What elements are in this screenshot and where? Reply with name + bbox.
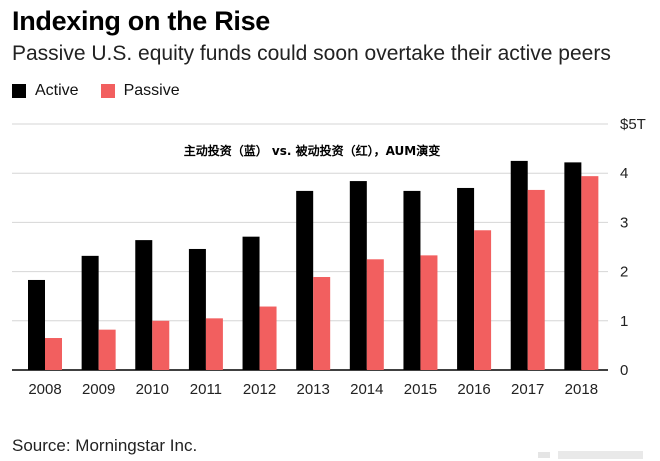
bar-active-2010 bbox=[135, 240, 153, 370]
x-tick-label: 2010 bbox=[136, 381, 169, 398]
bar-passive-2010 bbox=[152, 320, 170, 370]
bar-active-2017 bbox=[510, 160, 528, 370]
bar-active-2012 bbox=[242, 236, 260, 370]
x-tick-label: 2014 bbox=[350, 381, 383, 398]
watermark-logo bbox=[538, 451, 643, 459]
y-tick-label: 1 bbox=[620, 313, 628, 330]
legend-swatch-active bbox=[12, 84, 26, 98]
x-tick-label: 2011 bbox=[190, 381, 222, 398]
bars bbox=[28, 160, 599, 370]
y-tick-label: 3 bbox=[620, 214, 628, 231]
legend-item-passive: Passive bbox=[100, 82, 180, 100]
bar-active-2009 bbox=[81, 255, 99, 370]
bar-passive-2016 bbox=[474, 230, 492, 370]
bar-passive-2012 bbox=[259, 306, 277, 370]
chart-title: Indexing on the Rise bbox=[12, 6, 271, 36]
legend-item-active: Active bbox=[12, 82, 79, 100]
bar-passive-2008 bbox=[45, 338, 62, 370]
chart-annotation: 主动投资（蓝） vs. 被动投资（红），AUM演变 bbox=[184, 143, 440, 158]
bar-passive-2015 bbox=[420, 255, 438, 370]
y-tick-label: $5T bbox=[620, 116, 646, 133]
bar-active-2016 bbox=[457, 187, 475, 370]
x-tick-label: 2008 bbox=[28, 381, 61, 398]
x-tick-label: 2012 bbox=[243, 381, 276, 398]
x-tick-label: 2016 bbox=[457, 381, 490, 398]
bar-active-2011 bbox=[188, 248, 206, 370]
bar-passive-2014 bbox=[366, 259, 384, 370]
x-tick-label: 2009 bbox=[82, 381, 115, 398]
x-tick-label: 2015 bbox=[404, 381, 437, 398]
x-tick-label: 2018 bbox=[565, 381, 598, 398]
bar-passive-2009 bbox=[98, 329, 116, 370]
bar-active-2015 bbox=[403, 190, 421, 370]
y-tick-label: 2 bbox=[620, 264, 628, 281]
legend-swatch-passive bbox=[100, 84, 115, 98]
x-tick-labels: 2008 2009 2010 2011 2012 2013 2014 2015 2016 2017… bbox=[28, 381, 598, 398]
bar-active-2018 bbox=[564, 162, 582, 370]
legend-label-active: Active bbox=[35, 82, 79, 99]
y-tick-label: 4 bbox=[620, 165, 628, 182]
legend-label-passive: Passive bbox=[123, 82, 180, 99]
chart-legend: Active Passive bbox=[12, 82, 202, 100]
chart-subtitle: Passive U.S. equity funds could soon ove… bbox=[12, 42, 611, 65]
bar-active-2008 bbox=[28, 279, 45, 370]
y-tick-label: 0 bbox=[620, 362, 628, 379]
bar-passive-2018 bbox=[581, 176, 599, 370]
bar-passive-2013 bbox=[313, 277, 331, 370]
bar-active-2014 bbox=[349, 181, 367, 370]
x-tick-label: 2013 bbox=[296, 381, 329, 398]
source-note: Source: Morningstar Inc. bbox=[12, 436, 198, 455]
bar-passive-2017 bbox=[527, 189, 545, 370]
y-tick-labels: 0 1 2 3 4 $5T bbox=[620, 116, 646, 379]
bar-passive-2011 bbox=[205, 318, 223, 370]
bar-active-2013 bbox=[296, 190, 314, 370]
x-tick-label: 2017 bbox=[511, 381, 544, 398]
